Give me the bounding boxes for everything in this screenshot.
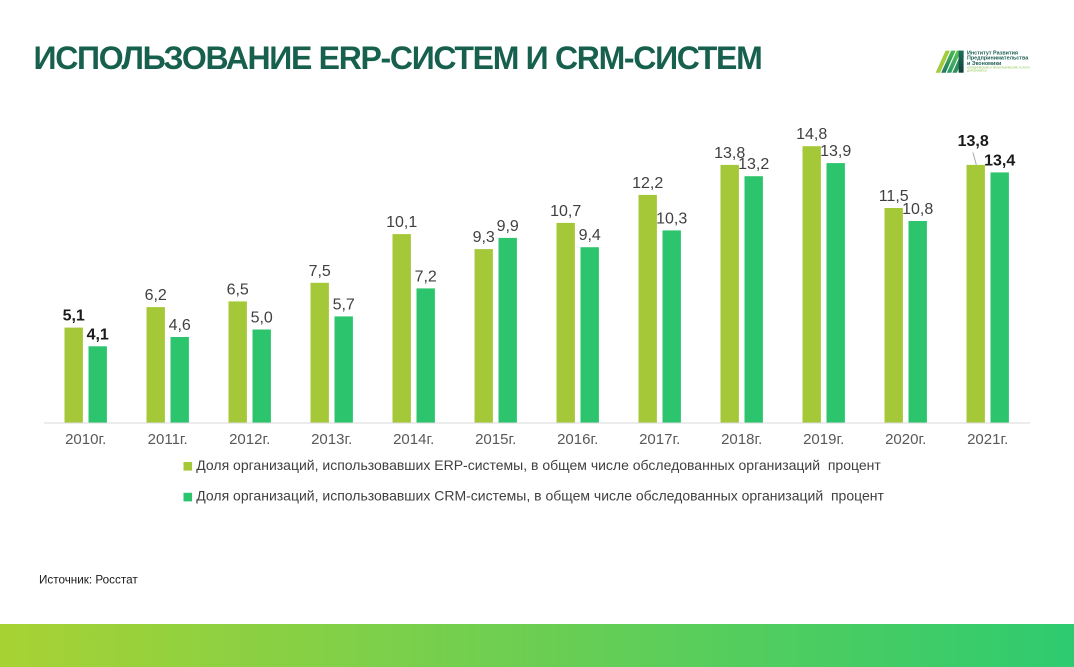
svg-text:2020г.: 2020г. — [885, 431, 926, 448]
svg-text:13,8: 13,8 — [958, 133, 989, 150]
svg-text:Доля организаций, использовавш: Доля организаций, использовавших ERP-сис… — [196, 457, 881, 473]
svg-text:9,4: 9,4 — [579, 227, 601, 244]
svg-text:Предпринимательства: Предпринимательства — [967, 56, 1029, 62]
svg-text:2015г.: 2015г. — [475, 431, 516, 448]
svg-text:5,1: 5,1 — [63, 308, 85, 325]
svg-text:11,5: 11,5 — [879, 188, 909, 205]
svg-text:4,1: 4,1 — [87, 326, 109, 343]
svg-text:6,2: 6,2 — [145, 287, 167, 304]
svg-text:13,4: 13,4 — [984, 153, 1015, 170]
svg-text:9,9: 9,9 — [497, 218, 519, 235]
svg-text:2011г.: 2011г. — [148, 431, 188, 448]
svg-text:Институт Развития: Институт Развития — [967, 50, 1018, 56]
svg-text:5,7: 5,7 — [333, 296, 355, 313]
svg-text:10,7: 10,7 — [550, 203, 581, 220]
svg-text:6,5: 6,5 — [227, 281, 249, 298]
svg-text:2014г.: 2014г. — [393, 431, 434, 448]
svg-text:ЮРИДИЧЕСКИЕ И ЭКОНОМИЧЕСКИЕ УС: ЮРИДИЧЕСКИЕ И ЭКОНОМИЧЕСКИЕ УСЛУГИ — [967, 66, 1030, 70]
svg-text:13,9: 13,9 — [820, 143, 851, 160]
svg-text:5,0: 5,0 — [251, 310, 273, 327]
svg-text:2016г.: 2016г. — [557, 431, 598, 448]
svg-text:2021г.: 2021г. — [967, 431, 1008, 448]
svg-text:10,8: 10,8 — [902, 201, 933, 218]
svg-text:12,2: 12,2 — [632, 175, 663, 192]
svg-text:Источник: Росстат: Источник: Росстат — [39, 574, 138, 587]
svg-text:2012г.: 2012г. — [229, 431, 270, 448]
svg-text:2013г.: 2013г. — [311, 431, 352, 448]
svg-text:2018г.: 2018г. — [721, 431, 762, 448]
svg-text:4,6: 4,6 — [169, 317, 191, 334]
svg-text:и Экономики: и Экономики — [967, 61, 1001, 67]
svg-text:7,2: 7,2 — [415, 268, 437, 285]
svg-text:ДЛЯ БИЗНЕСА: ДЛЯ БИЗНЕСА — [967, 69, 987, 73]
svg-text:9,3: 9,3 — [473, 229, 495, 246]
svg-text:13,8: 13,8 — [714, 145, 745, 162]
svg-text:2010г.: 2010г. — [65, 431, 106, 448]
svg-text:2017г.: 2017г. — [639, 431, 680, 448]
svg-text:7,5: 7,5 — [309, 263, 331, 280]
svg-text:14,8: 14,8 — [796, 126, 827, 143]
svg-text:Доля организаций, использовавш: Доля организаций, использовавших CRM-сис… — [196, 488, 884, 504]
svg-text:10,3: 10,3 — [656, 210, 687, 227]
svg-text:10,1: 10,1 — [386, 214, 417, 231]
svg-text:2019г.: 2019г. — [803, 431, 844, 448]
svg-text:13,2: 13,2 — [738, 156, 769, 173]
